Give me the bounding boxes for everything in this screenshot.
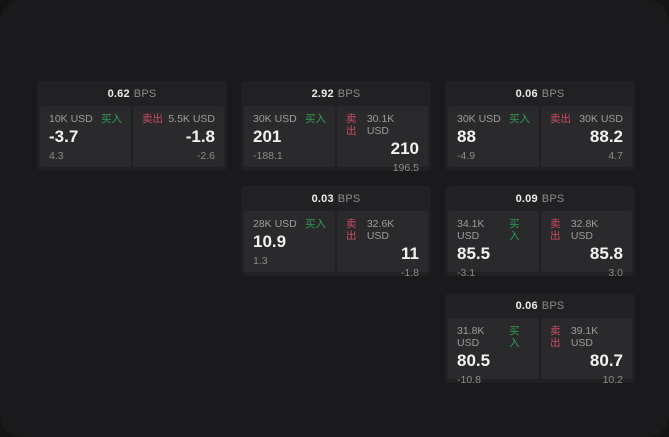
sell-side-label: 卖出 bbox=[550, 218, 561, 242]
buy-delta: 1.3 bbox=[253, 255, 268, 267]
card-body: 30K USD 买入 201 -188.1 卖出 30.1K USD 210 1… bbox=[241, 106, 431, 174]
bps-unit-label: BPS bbox=[541, 87, 565, 100]
sell-delta: -2.6 bbox=[196, 150, 215, 162]
sell-side-label: 卖出 bbox=[550, 325, 561, 349]
sell-panel[interactable]: 卖出 32.6K USD 11 -1.8 bbox=[337, 211, 428, 279]
bps-unit-label: BPS bbox=[541, 192, 565, 205]
sell-side-label: 卖出 bbox=[346, 113, 357, 137]
bps-unit-label: BPS bbox=[337, 87, 361, 100]
sell-panel[interactable]: 卖出 32.8K USD 85.8 3.0 bbox=[541, 211, 632, 279]
sell-amount: 32.8K USD bbox=[570, 218, 599, 242]
card-header: 0.06 BPS bbox=[445, 293, 635, 318]
bps-value: 0.62 bbox=[107, 87, 130, 100]
card-body: 10K USD 买入 -3.7 4.3 卖出 5.5K USD -1.8 -2.… bbox=[37, 106, 227, 167]
bps-value: 0.09 bbox=[515, 192, 538, 205]
buy-panel[interactable]: 34.1K USD 买入 85.5 -3.1 bbox=[448, 211, 539, 279]
card-header: 0.09 BPS bbox=[445, 186, 635, 211]
buy-side-label: 买入 bbox=[305, 113, 326, 125]
bps-value: 0.06 bbox=[515, 87, 538, 100]
bps-value: 0.06 bbox=[515, 299, 538, 312]
quote-card-5: 0.09 BPS 34.1K USD 买入 85.5 -3.1 卖出 32.8K… bbox=[445, 186, 635, 279]
sell-amount: 30K USD bbox=[579, 113, 623, 125]
card-body: 30K USD 买入 88 -4.9 卖出 30K USD 88.2 4.7 bbox=[445, 106, 635, 167]
sell-delta: 196.5 bbox=[392, 162, 419, 174]
buy-panel[interactable]: 30K USD 买入 201 -188.1 bbox=[244, 106, 335, 167]
buy-price: 10.9 bbox=[253, 232, 287, 251]
quote-card-3: 0.06 BPS 30K USD 买入 88 -4.9 卖出 30K USD 8… bbox=[445, 81, 635, 171]
buy-amount: 34.1K USD bbox=[457, 218, 485, 242]
buy-side-label: 买入 bbox=[305, 218, 326, 230]
buy-delta: -188.1 bbox=[253, 150, 283, 162]
sell-panel[interactable]: 卖出 5.5K USD -1.8 -2.6 bbox=[133, 106, 224, 167]
sell-price: 88.2 bbox=[589, 127, 623, 146]
card-header: 0.03 BPS bbox=[241, 186, 431, 211]
buy-delta: -3.1 bbox=[457, 267, 476, 279]
card-body: 31.8K USD 买入 80.5 -10.8 卖出 39.1K USD 80.… bbox=[445, 318, 635, 386]
card-header: 0.06 BPS bbox=[445, 81, 635, 106]
sell-delta: 10.2 bbox=[602, 374, 623, 386]
buy-price: -3.7 bbox=[49, 127, 79, 146]
buy-panel[interactable]: 31.8K USD 买入 80.5 -10.8 bbox=[448, 318, 539, 386]
buy-amount: 28K USD bbox=[253, 218, 297, 230]
buy-panel[interactable]: 28K USD 买入 10.9 1.3 bbox=[244, 211, 335, 272]
sell-amount: 30.1K USD bbox=[366, 113, 395, 137]
buy-delta: -10.8 bbox=[457, 374, 481, 386]
sell-amount: 39.1K USD bbox=[570, 325, 599, 349]
buy-price: 80.5 bbox=[457, 351, 491, 370]
buy-price: 85.5 bbox=[457, 244, 491, 263]
quote-card-1: 0.62 BPS 10K USD 买入 -3.7 4.3 卖出 5.5K USD… bbox=[37, 81, 227, 171]
sell-price: 210 bbox=[390, 139, 419, 158]
bps-value: 2.92 bbox=[311, 87, 334, 100]
sell-delta: 3.0 bbox=[608, 267, 623, 279]
buy-side-label: 买入 bbox=[509, 325, 520, 349]
sell-delta: -1.8 bbox=[400, 267, 419, 279]
quote-card-2: 2.92 BPS 30K USD 买入 201 -188.1 卖出 30.1K … bbox=[241, 81, 431, 174]
sell-panel[interactable]: 卖出 30K USD 88.2 4.7 bbox=[541, 106, 632, 167]
card-header: 2.92 BPS bbox=[241, 81, 431, 106]
sell-side-label: 卖出 bbox=[550, 113, 571, 125]
bps-unit-label: BPS bbox=[133, 87, 157, 100]
buy-side-label: 买入 bbox=[509, 218, 520, 242]
sell-side-label: 卖出 bbox=[142, 113, 163, 125]
card-header: 0.62 BPS bbox=[37, 81, 227, 106]
bps-unit-label: BPS bbox=[337, 192, 361, 205]
buy-price: 201 bbox=[253, 127, 282, 146]
sell-amount: 32.6K USD bbox=[366, 218, 395, 242]
sell-panel[interactable]: 卖出 30.1K USD 210 196.5 bbox=[337, 106, 428, 174]
buy-price: 88 bbox=[457, 127, 476, 146]
sell-price: 11 bbox=[401, 244, 419, 263]
buy-amount: 31.8K USD bbox=[457, 325, 485, 349]
buy-amount: 30K USD bbox=[457, 113, 501, 125]
buy-panel[interactable]: 30K USD 买入 88 -4.9 bbox=[448, 106, 539, 167]
bps-unit-label: BPS bbox=[541, 299, 565, 312]
buy-delta: 4.3 bbox=[49, 150, 64, 162]
sell-delta: 4.7 bbox=[608, 150, 623, 162]
sell-panel[interactable]: 卖出 39.1K USD 80.7 10.2 bbox=[541, 318, 632, 386]
buy-amount: 30K USD bbox=[253, 113, 297, 125]
sell-price: -1.8 bbox=[185, 127, 215, 146]
sell-price: 80.7 bbox=[589, 351, 623, 370]
sell-amount: 5.5K USD bbox=[168, 113, 215, 125]
buy-side-label: 买入 bbox=[509, 113, 530, 125]
sell-price: 85.8 bbox=[589, 244, 623, 263]
card-body: 34.1K USD 买入 85.5 -3.1 卖出 32.8K USD 85.8… bbox=[445, 211, 635, 279]
quote-card-4: 0.03 BPS 28K USD 买入 10.9 1.3 卖出 32.6K US… bbox=[241, 186, 431, 279]
bps-value: 0.03 bbox=[311, 192, 334, 205]
quote-card-6: 0.06 BPS 31.8K USD 买入 80.5 -10.8 卖出 39.1… bbox=[445, 293, 635, 386]
buy-side-label: 买入 bbox=[101, 113, 122, 125]
buy-amount: 10K USD bbox=[49, 113, 93, 125]
buy-panel[interactable]: 10K USD 买入 -3.7 4.3 bbox=[40, 106, 131, 167]
sell-side-label: 卖出 bbox=[346, 218, 357, 242]
buy-delta: -4.9 bbox=[457, 150, 476, 162]
card-body: 28K USD 买入 10.9 1.3 卖出 32.6K USD 11 -1.8 bbox=[241, 211, 431, 279]
